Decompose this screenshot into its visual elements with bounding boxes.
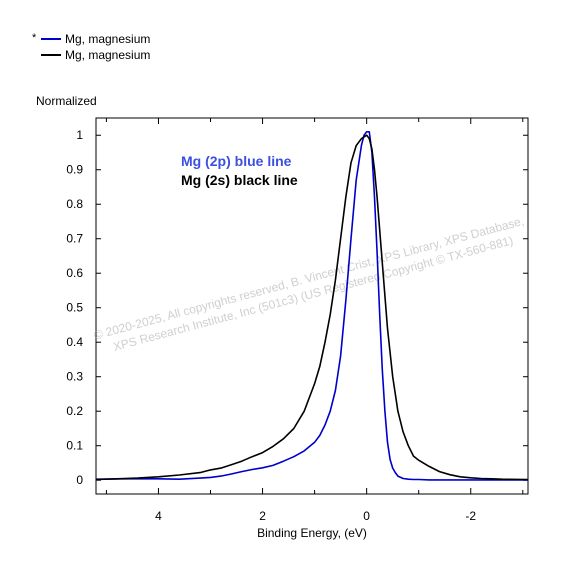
y-tick-label-5: 0.5 bbox=[66, 301, 83, 315]
annotation-mg-2s: Mg (2s) black line bbox=[181, 172, 298, 188]
y-tick-label-3: 0.3 bbox=[66, 370, 83, 384]
y-tick-label-9: 0.9 bbox=[66, 163, 83, 177]
watermark-line-2: XPS Research Institute, Inc (501c3) (US … bbox=[112, 233, 515, 354]
y-tick-label-8: 0.8 bbox=[66, 197, 83, 211]
x-axis-ticks: 4 2 0 -2 bbox=[105, 118, 524, 523]
y-tick-label-1: 0.1 bbox=[66, 439, 83, 453]
x-tick-label-1: 2 bbox=[259, 509, 266, 523]
y-tick-label-7: 0.7 bbox=[66, 232, 83, 246]
x-tick-label-2: 0 bbox=[363, 509, 370, 523]
legend-label-1: Mg, magnesium bbox=[65, 32, 150, 46]
y-tick-label-6: 0.6 bbox=[66, 266, 83, 280]
y-axis-ticks: 0 0.1 0.2 0.3 0.4 0.5 0.6 0.7 0.8 0.9 1 bbox=[66, 128, 528, 487]
series-line-mg-2p bbox=[95, 131, 528, 481]
annotation-mg-2p: Mg (2p) blue line bbox=[181, 153, 292, 169]
watermark-line-1: © 2020-2025, All copyrights reserved, B.… bbox=[92, 214, 525, 343]
y-tick-label-4: 0.4 bbox=[66, 335, 83, 349]
plot-frame bbox=[95, 117, 529, 495]
legend: * Mg, magnesium Mg, magnesium bbox=[32, 32, 150, 62]
y-tick-label-2: 0.2 bbox=[66, 404, 83, 418]
x-tick-label-0: 4 bbox=[155, 509, 162, 523]
x-tick-label-3: -2 bbox=[465, 509, 476, 523]
series-group bbox=[95, 131, 529, 481]
legend-label-2: Mg, magnesium bbox=[65, 48, 150, 62]
y-tick-label-0: 0 bbox=[76, 473, 83, 487]
watermark: © 2020-2025, All copyrights reserved, B.… bbox=[92, 214, 525, 354]
x-axis-label: Binding Energy, (eV) bbox=[257, 526, 367, 540]
y-axis-label: Normalized bbox=[36, 94, 97, 108]
legend-marker-1: * bbox=[32, 32, 37, 44]
y-tick-label-10: 1 bbox=[76, 128, 83, 142]
series-line-mg-2s bbox=[95, 134, 529, 481]
